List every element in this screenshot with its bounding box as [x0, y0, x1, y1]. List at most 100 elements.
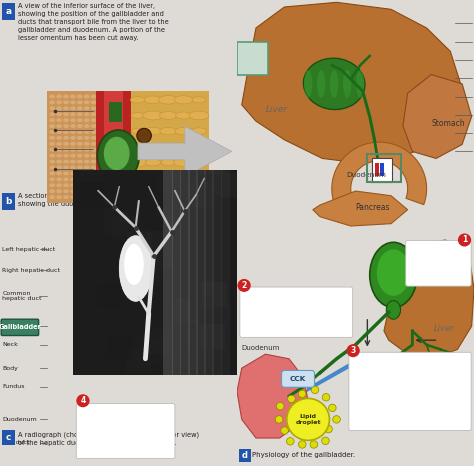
Circle shape	[63, 95, 69, 98]
Polygon shape	[384, 240, 474, 359]
Circle shape	[288, 395, 295, 403]
Ellipse shape	[160, 143, 177, 151]
Ellipse shape	[191, 128, 207, 135]
Circle shape	[49, 95, 55, 98]
FancyBboxPatch shape	[76, 404, 175, 459]
Circle shape	[49, 112, 55, 116]
Circle shape	[70, 171, 76, 175]
Bar	[375, 164, 379, 176]
Circle shape	[98, 148, 103, 152]
Circle shape	[84, 154, 90, 158]
Circle shape	[63, 130, 69, 134]
Text: Neck: Neck	[2, 343, 18, 347]
Bar	[204, 170, 214, 375]
Circle shape	[76, 394, 90, 407]
Text: Liver: Liver	[265, 105, 288, 114]
Circle shape	[63, 171, 69, 175]
Ellipse shape	[119, 236, 152, 302]
Text: Duodenum: Duodenum	[2, 417, 37, 422]
Circle shape	[63, 178, 69, 181]
Ellipse shape	[330, 70, 338, 98]
Ellipse shape	[175, 143, 192, 151]
Bar	[104, 91, 123, 203]
Bar	[172, 170, 182, 375]
Circle shape	[346, 344, 360, 357]
Bar	[164, 170, 173, 375]
Circle shape	[49, 183, 55, 187]
Circle shape	[91, 189, 97, 193]
Text: Bile becomes more
concentrated the
longer it remains in
the gallbladder.: Bile becomes more concentrated the longe…	[245, 292, 309, 321]
Circle shape	[84, 95, 90, 98]
Circle shape	[70, 106, 76, 110]
Circle shape	[63, 136, 69, 140]
Bar	[196, 296, 221, 320]
Ellipse shape	[192, 191, 206, 197]
Circle shape	[77, 106, 83, 110]
Circle shape	[63, 154, 69, 158]
Circle shape	[91, 95, 97, 98]
Circle shape	[91, 195, 97, 199]
Bar	[166, 248, 191, 273]
Circle shape	[299, 441, 306, 448]
Circle shape	[91, 183, 97, 187]
Circle shape	[91, 106, 97, 110]
Ellipse shape	[317, 70, 325, 98]
Bar	[135, 205, 159, 230]
Circle shape	[63, 159, 69, 164]
Circle shape	[458, 233, 471, 247]
Ellipse shape	[104, 137, 129, 170]
Ellipse shape	[146, 112, 161, 119]
Text: 1: 1	[462, 235, 467, 245]
Circle shape	[49, 178, 55, 181]
Circle shape	[84, 195, 90, 199]
FancyBboxPatch shape	[240, 287, 353, 337]
Ellipse shape	[192, 175, 206, 181]
Circle shape	[49, 148, 55, 152]
Bar	[212, 170, 222, 375]
Circle shape	[84, 136, 90, 140]
Bar	[83, 199, 108, 223]
Ellipse shape	[162, 160, 175, 165]
Circle shape	[84, 142, 90, 146]
FancyBboxPatch shape	[1, 319, 38, 336]
Circle shape	[70, 148, 76, 152]
Circle shape	[49, 106, 55, 110]
Circle shape	[77, 148, 83, 152]
Ellipse shape	[175, 159, 192, 166]
Circle shape	[77, 165, 83, 170]
Bar	[237, 42, 268, 75]
Circle shape	[98, 159, 103, 164]
Text: d: d	[242, 451, 248, 460]
Circle shape	[77, 124, 83, 128]
Circle shape	[63, 142, 69, 146]
Bar	[96, 91, 131, 203]
Circle shape	[77, 154, 83, 158]
Circle shape	[98, 165, 103, 170]
Circle shape	[287, 398, 329, 440]
Ellipse shape	[189, 96, 209, 104]
Text: Common
hepatic duct: Common hepatic duct	[2, 290, 42, 302]
Circle shape	[77, 171, 83, 175]
Circle shape	[77, 95, 83, 98]
Circle shape	[56, 95, 62, 98]
Bar	[116, 243, 140, 267]
Circle shape	[70, 95, 76, 98]
Circle shape	[98, 195, 103, 199]
Circle shape	[56, 148, 62, 152]
Circle shape	[70, 183, 76, 187]
Ellipse shape	[356, 70, 365, 98]
Circle shape	[77, 159, 83, 164]
Ellipse shape	[175, 190, 192, 198]
Circle shape	[98, 130, 103, 134]
Circle shape	[98, 142, 103, 146]
FancyBboxPatch shape	[282, 370, 315, 387]
Circle shape	[281, 427, 288, 434]
Circle shape	[91, 136, 97, 140]
Ellipse shape	[145, 174, 161, 182]
Bar	[239, 449, 251, 462]
Circle shape	[84, 189, 90, 193]
Polygon shape	[332, 142, 427, 205]
Bar	[98, 214, 123, 239]
Circle shape	[91, 130, 97, 134]
Circle shape	[84, 124, 90, 128]
